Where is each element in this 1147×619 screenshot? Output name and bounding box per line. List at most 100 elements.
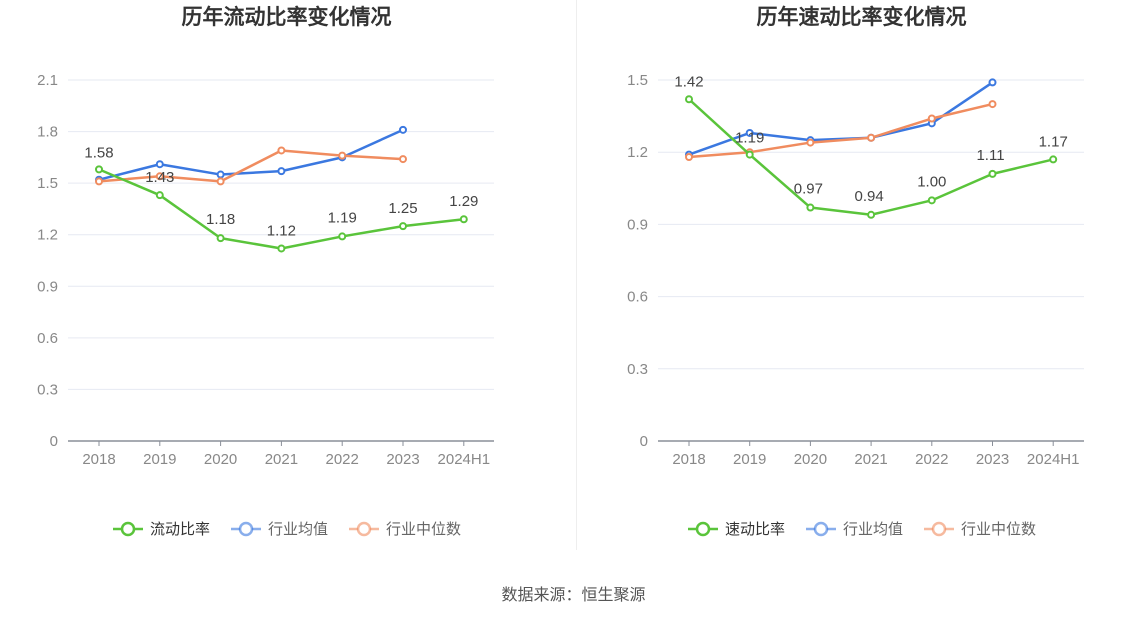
data-label: 1.58 [84, 144, 113, 161]
data-label: 1.25 [388, 200, 417, 217]
data-point [155, 191, 164, 200]
y-tick-label: 1.5 [627, 72, 648, 89]
y-tick-label: 0 [50, 433, 58, 450]
y-tick-label: 0.3 [37, 381, 58, 398]
data-point [338, 232, 347, 241]
data-point [338, 151, 347, 160]
data-point [988, 100, 997, 109]
y-tick-label: 0.9 [627, 216, 648, 233]
chart-legend: 流动比率 行业均值 行业中位数 [0, 518, 573, 539]
x-tick-label: 2019 [733, 451, 766, 468]
y-tick-label: 0.9 [37, 278, 58, 295]
data-label: 1.43 [145, 169, 174, 186]
data-point [459, 215, 468, 224]
y-tick-label: 1.5 [37, 175, 58, 192]
data-label: 1.11 [976, 147, 1004, 164]
data-point [867, 210, 876, 219]
legend-item[interactable]: 速动比率 [687, 518, 785, 539]
legend-marker-icon [230, 521, 261, 536]
chart-title: 历年速动比率变化情况 [756, 6, 967, 29]
x-tick-label: 2020 [794, 451, 827, 468]
y-tick-label: 1.8 [37, 124, 58, 141]
series-line-industry-median [688, 102, 993, 159]
x-tick-label: 2023 [386, 451, 419, 468]
legend-label: 行业均值 [842, 521, 903, 538]
data-label: 1.19 [735, 130, 764, 147]
y-tick-label: 0.6 [627, 289, 648, 306]
data-point [745, 150, 754, 159]
data-point [685, 153, 693, 162]
x-tick-label: 2024H1 [1027, 451, 1080, 468]
x-tick-label: 2022 [326, 451, 359, 468]
x-tick-label: 2019 [143, 451, 176, 468]
panel-divider [576, 0, 577, 550]
data-point [399, 125, 407, 134]
x-tick-label: 2018 [82, 451, 115, 468]
data-point [277, 167, 286, 176]
data-source-note: 数据来源：恒生聚源 [501, 587, 646, 604]
data-point [277, 146, 286, 155]
legend-marker-icon [687, 521, 718, 536]
data-label: 1.18 [206, 211, 235, 228]
legend-item[interactable]: 行业中位数 [348, 518, 461, 539]
current-ratio-plot: 0 0.3 0.6 0.9 1.2 1.5 1.8 2.1 2018 2019 2020 2021 20… [37, 72, 494, 468]
data-label: 1.12 [267, 222, 296, 239]
legend-marker-icon [349, 521, 379, 536]
data-point [1049, 155, 1058, 164]
x-tick-label: 2021 [265, 451, 298, 468]
data-label: 1.17 [1039, 133, 1068, 150]
current-ratio-chart: 历年流动比率变化情况 0 0.3 0.6 0.9 1.2 1.5 1.8 2.1 2018 201… [0, 0, 573, 560]
legend-label: 行业中位数 [961, 521, 1037, 538]
data-point [927, 196, 936, 205]
x-tick-label: 2021 [854, 451, 887, 468]
y-tick-label: 0.6 [37, 330, 58, 347]
data-point [155, 172, 164, 181]
series-line-industry-median [98, 149, 404, 183]
chart-title: 历年流动比率变化情况 [181, 6, 392, 29]
data-point [927, 114, 936, 123]
legend-label: 流动比率 [149, 521, 210, 538]
y-tick-label: 0 [640, 433, 648, 450]
x-tick-label: 2023 [976, 451, 1009, 468]
x-tick-label: 2022 [915, 451, 948, 468]
x-tick-label: 2024H1 [438, 451, 491, 468]
legend-item[interactable]: 行业均值 [230, 518, 328, 539]
series-line-industry-mean [98, 128, 404, 181]
data-label: 1.42 [674, 73, 703, 90]
data-point [216, 170, 225, 179]
data-label: 1.00 [917, 173, 946, 190]
data-point [988, 169, 997, 178]
data-point [155, 160, 164, 169]
x-tick-label: 2020 [204, 451, 237, 468]
data-label: 0.97 [794, 181, 823, 198]
y-tick-label: 0.3 [627, 361, 648, 378]
data-point [988, 78, 997, 87]
legend-item[interactable]: 流动比率 [112, 518, 210, 539]
data-point [95, 177, 103, 186]
y-tick-label: 1.2 [37, 227, 58, 244]
legend-marker-icon [805, 521, 836, 536]
data-point [745, 128, 754, 137]
data-point [685, 95, 693, 104]
data-label: 0.94 [854, 188, 883, 205]
legend-marker-icon [112, 521, 143, 536]
legend-label: 行业中位数 [386, 521, 462, 538]
legend-item[interactable]: 行业中位数 [923, 518, 1036, 539]
legend-item[interactable]: 行业均值 [805, 518, 903, 539]
legend-label: 速动比率 [724, 521, 785, 538]
legend-marker-icon [924, 521, 954, 536]
legend-label: 行业均值 [267, 521, 328, 538]
chart-legend: 速动比率 行业均值 行业中位数 [575, 518, 1147, 539]
quick-ratio-plot: 0 0.3 0.6 0.9 1.2 1.5 2018 2019 2020 2021 2022 2023… [627, 72, 1084, 468]
data-point [95, 165, 103, 174]
data-label: 1.29 [449, 193, 478, 210]
quick-ratio-chart: 历年速动比率变化情况 0 0.3 0.6 0.9 1.2 1.5 2018 2019 2020 2… [575, 0, 1147, 560]
data-label: 1.19 [328, 209, 357, 226]
data-point [399, 155, 407, 164]
y-tick-label: 2.1 [37, 72, 58, 89]
data-point [867, 133, 876, 142]
data-point [806, 138, 815, 147]
x-tick-label: 2018 [672, 451, 705, 468]
data-point [806, 203, 815, 212]
y-tick-label: 1.2 [627, 144, 648, 161]
